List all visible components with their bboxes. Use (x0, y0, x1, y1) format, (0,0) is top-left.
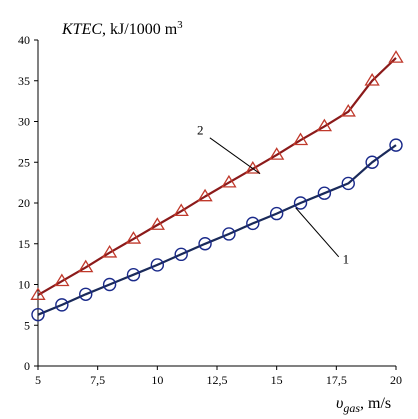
data-point-triangle (340, 103, 356, 117)
data-point-circle (222, 227, 236, 241)
x-tick-label: 20 (390, 373, 402, 387)
y-tick-label: 20 (18, 196, 30, 210)
data-point-circle (269, 206, 284, 221)
y-tick-label: 10 (18, 278, 30, 292)
data-point-circle (79, 287, 93, 301)
annotations: 21 (197, 123, 349, 267)
data-point-circle (55, 298, 69, 312)
y-tick-label: 40 (18, 33, 30, 47)
data-point-circle (317, 186, 332, 200)
x-tick-label: 12,5 (207, 373, 228, 387)
series-2 (30, 50, 404, 300)
y-axis-title: KTEC, kJ/1000 m3 (61, 19, 183, 38)
data-point-circle (150, 258, 165, 272)
data-point-triangle (292, 132, 309, 146)
data-point-triangle (125, 231, 142, 244)
y-tick-label: 35 (18, 74, 30, 88)
series-label-1: 1 (343, 251, 350, 266)
y-tick-label: 5 (24, 318, 30, 332)
data-point-circle (126, 268, 141, 282)
data-point-circle (198, 237, 212, 251)
leader-line-1 (295, 207, 340, 258)
data-point-circle (389, 138, 403, 152)
x-axis-title-sub: gas (343, 401, 360, 415)
data-point-triangle (197, 188, 213, 202)
x-axis-title-unit: , m/s (360, 395, 391, 412)
series-1 (31, 138, 403, 322)
x-axis-title: υgas, m/s (336, 395, 391, 415)
series-line-1 (37, 144, 397, 316)
y-tick-label: 25 (18, 155, 30, 169)
data-point-triangle (54, 273, 70, 287)
data-point-triangle (173, 203, 189, 217)
data-point-triangle (149, 217, 165, 230)
x-axis-title-main: υ (336, 395, 343, 412)
data-point-triangle (316, 118, 333, 132)
data-point-circle (246, 216, 260, 231)
y-axis-title-sup: 3 (177, 19, 183, 31)
series-line-2 (37, 57, 397, 297)
x-tick-label: 7,5 (90, 373, 105, 387)
x-tick-label: 10 (151, 373, 163, 387)
series-label-2: 2 (197, 123, 204, 138)
data-point-triangle (364, 72, 380, 86)
leader-line-2 (209, 137, 261, 175)
data-point-triangle (101, 244, 118, 258)
data-point-circle (365, 155, 379, 169)
data-point-triangle (78, 259, 94, 273)
x-tick-label: 15 (271, 373, 283, 387)
data-point-triangle (388, 50, 404, 63)
data-point-circle (174, 247, 188, 262)
data-point-circle (341, 176, 355, 191)
x-tick-label: 17,5 (326, 373, 347, 387)
y-axis-title-unit: , kJ/1000 m (102, 21, 178, 38)
data-point-triangle (221, 174, 237, 188)
x-tick-label: 5 (35, 373, 41, 387)
series-layer (30, 50, 404, 322)
y-tick-label: 15 (18, 237, 30, 251)
data-point-triangle (269, 147, 285, 160)
axes (37, 40, 396, 367)
data-point-circle (31, 307, 45, 322)
data-point-circle (293, 196, 308, 210)
data-point-triangle (30, 287, 46, 300)
y-axis-title-main: KTEC (61, 21, 102, 38)
y-tick-label: 0 (24, 359, 30, 373)
data-point-circle (102, 277, 117, 292)
data-point-triangle (245, 161, 261, 174)
y-tick-label: 30 (18, 115, 30, 129)
